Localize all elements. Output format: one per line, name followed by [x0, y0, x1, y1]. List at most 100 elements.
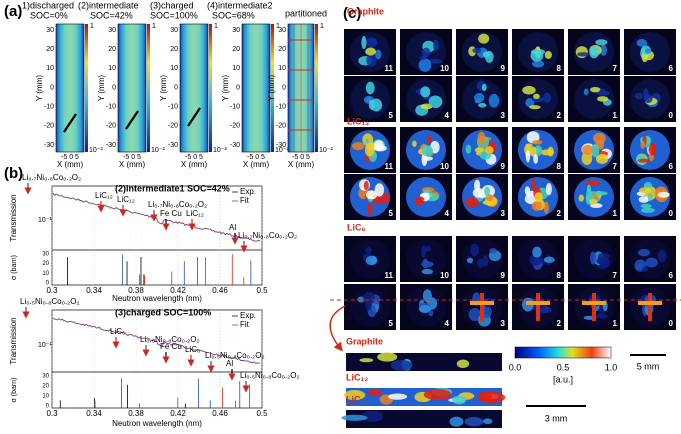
tomogram: [400, 236, 452, 282]
colorbar-max: 1: [152, 23, 156, 30]
slice-number: 1: [613, 209, 618, 218]
x-axis-label: X (mm): [57, 160, 84, 169]
strip-blob: [359, 358, 374, 363]
tomogram: [344, 174, 396, 220]
colorbar: [271, 24, 274, 152]
colorbar-tick: 0.0: [509, 362, 522, 372]
slice-number: 2: [557, 319, 562, 328]
slice-number: 6: [669, 162, 674, 171]
tomogram-blob: [478, 103, 487, 108]
x-tick-label: 0.5: [256, 286, 268, 295]
tomogram-blob: [420, 103, 433, 110]
tomogram-blob: [365, 255, 378, 266]
tomogram-blob: [418, 196, 425, 202]
slice-number: 5: [389, 319, 394, 328]
tomogram-blob: [582, 144, 594, 156]
tomogram-blob: [638, 196, 649, 203]
x-tick-labels: -5 0 5: [185, 154, 203, 161]
colorbar-max: 1: [214, 23, 218, 30]
y-tick-label: -30: [106, 142, 116, 149]
tomogram-blob: [428, 95, 443, 109]
strip-blob: [452, 395, 467, 405]
panel-label: (a): [4, 3, 22, 20]
tomogram-blob: [640, 140, 645, 150]
tomogram: [400, 76, 452, 122]
tomogram-blob: [597, 96, 609, 102]
tomogram-blob: [482, 200, 493, 205]
colorbar-min: 10⁻²: [89, 147, 103, 154]
y-tick-label: -10: [106, 104, 116, 111]
intensity-map: [117, 23, 147, 153]
tomogram-blob: [374, 140, 384, 151]
x-axis-label: X (mm): [119, 160, 146, 169]
tomogram-disk: [574, 79, 614, 119]
tomogram-blob: [529, 105, 541, 110]
tomogram-blob: [636, 38, 648, 47]
tomogram-blob: [473, 179, 481, 192]
slice-number: 9: [501, 271, 506, 280]
tomogram: [624, 127, 676, 173]
tomogram-blob: [412, 140, 417, 147]
tomogram-blob: [474, 147, 485, 153]
tomogram-blob: [428, 310, 434, 317]
tomogram-blob: [640, 207, 655, 213]
tomogram-blob: [576, 52, 590, 57]
colorbar-max: 1: [320, 23, 324, 30]
tomogram-blob: [365, 47, 377, 56]
tomogram: [456, 284, 508, 330]
peak-annotation: Al: [229, 223, 236, 232]
tomogram: [568, 127, 620, 173]
x-tick-label: 0.42: [170, 409, 186, 418]
y-tick-label: 10: [46, 65, 54, 72]
tomogram-blob: [531, 201, 542, 211]
tomogram-blob: [657, 191, 670, 198]
strip-blob: [343, 389, 366, 401]
tomogram-blob: [583, 88, 589, 96]
tomogram-blob: [643, 88, 649, 101]
y-tick-label: 20: [278, 46, 286, 53]
x-axis-label: Neutron wavelength (nm): [112, 294, 202, 303]
profile-strip: [346, 352, 502, 371]
tomogram: [624, 236, 676, 282]
tomogram-blob: [361, 35, 367, 50]
tomogram-blob: [465, 144, 472, 154]
colorbar: [315, 24, 318, 152]
tomogram-blob: [593, 132, 606, 145]
tomogram-blob: [419, 55, 427, 61]
tomogram-blob: [532, 60, 545, 68]
tomogram-blob: [637, 248, 650, 257]
y-tick-label: -10: [168, 104, 178, 111]
tomogram-blob: [590, 86, 601, 93]
tomogram-blob: [543, 256, 555, 263]
tomogram: [344, 29, 396, 75]
slice-number: 6: [669, 271, 674, 280]
sigma-axis-label: σ (barn): [11, 378, 18, 403]
tomogram-blob: [478, 33, 490, 44]
tomogram-blob: [420, 86, 431, 98]
slice-number: 11: [385, 271, 394, 280]
state-soc: SOC=0%: [30, 10, 68, 20]
y-tick-label: 30: [278, 27, 286, 34]
strip-blob: [449, 416, 464, 427]
x-tick-labels: -5 0 5: [247, 154, 265, 161]
scale-label: 5 mm: [637, 361, 660, 371]
tomogram-blob: [474, 98, 482, 104]
x-tick-label: 0.34: [86, 409, 102, 418]
tomogram: [512, 76, 564, 122]
y-axis-label: Y (mm): [159, 75, 168, 101]
x-tick-label: 0.5: [256, 409, 268, 418]
y-tick-label: 10: [108, 65, 116, 72]
tomogram: [624, 29, 676, 75]
tomogram-blob: [542, 92, 552, 104]
state-name: 1)discharged: [22, 0, 74, 10]
slice-number: 2: [557, 111, 562, 120]
tomogram-blob: [370, 98, 383, 112]
y-tick-label: 0: [236, 84, 240, 91]
slice-number: 7: [613, 162, 618, 171]
tomogram: [456, 76, 508, 122]
y-tick-label: -20: [106, 123, 116, 130]
slice-number: 0: [669, 209, 674, 218]
y-tick-label: 30: [170, 27, 178, 34]
peak-annotation: Li₀.₇Ni₀.₈Co₀.₂O₂: [22, 173, 81, 182]
plot-frame: [51, 185, 263, 286]
